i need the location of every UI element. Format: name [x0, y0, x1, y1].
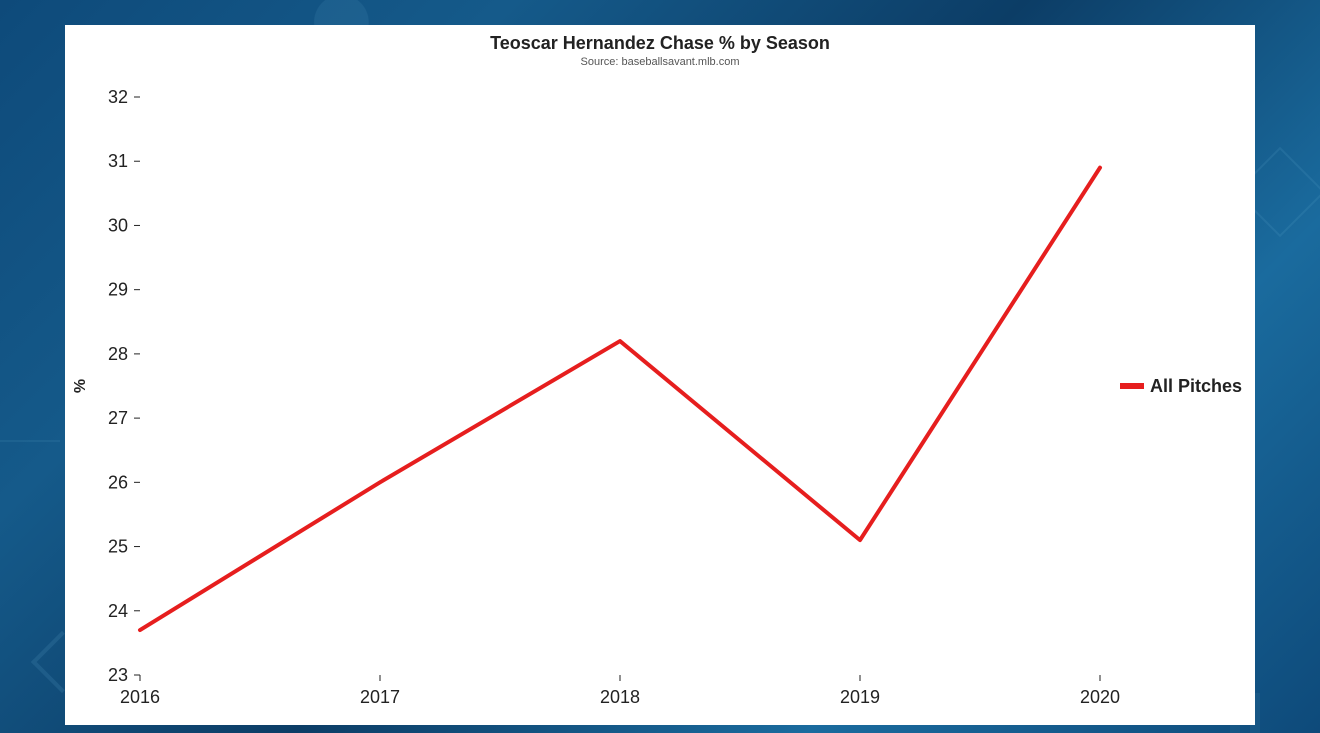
legend-label: All Pitches [1150, 376, 1242, 396]
chart-card: Teoscar Hernandez Chase % by Season Sour… [65, 25, 1255, 725]
series-line-all-pitches [140, 168, 1100, 630]
x-tick-label: 2017 [360, 687, 400, 707]
y-tick-label: 31 [108, 151, 128, 171]
chart-subtitle: Source: baseballsavant.mlb.com [65, 54, 1255, 72]
bg-line-graphic [0, 440, 60, 442]
chart-plot-area: 23 24 25 26 27 28 29 30 31 32 2016 2017 2018 2019 2020… [65, 85, 1255, 725]
y-tick-label: 26 [108, 472, 128, 492]
x-tick-label: 2016 [120, 687, 160, 707]
y-tick-label: 27 [108, 408, 128, 428]
y-tick-label: 30 [108, 215, 128, 235]
y-tick-label: 29 [108, 280, 128, 300]
y-tick-label: 28 [108, 344, 128, 364]
chart-title: Teoscar Hernandez Chase % by Season [65, 25, 1255, 54]
chart-svg: 23 24 25 26 27 28 29 30 31 32 2016 2017 2018 2019 2020… [65, 85, 1255, 725]
y-tick-label: 24 [108, 601, 128, 621]
y-tick-label: 25 [108, 537, 128, 557]
x-tick-label: 2019 [840, 687, 880, 707]
y-tick-label: 32 [108, 87, 128, 107]
y-axis-label: % [72, 379, 89, 393]
video-backdrop: Teoscar Hernandez Chase % by Season Sour… [0, 0, 1320, 733]
x-tick-label: 2018 [600, 687, 640, 707]
x-tick-label: 2020 [1080, 687, 1120, 707]
y-tick-label: 23 [108, 665, 128, 685]
